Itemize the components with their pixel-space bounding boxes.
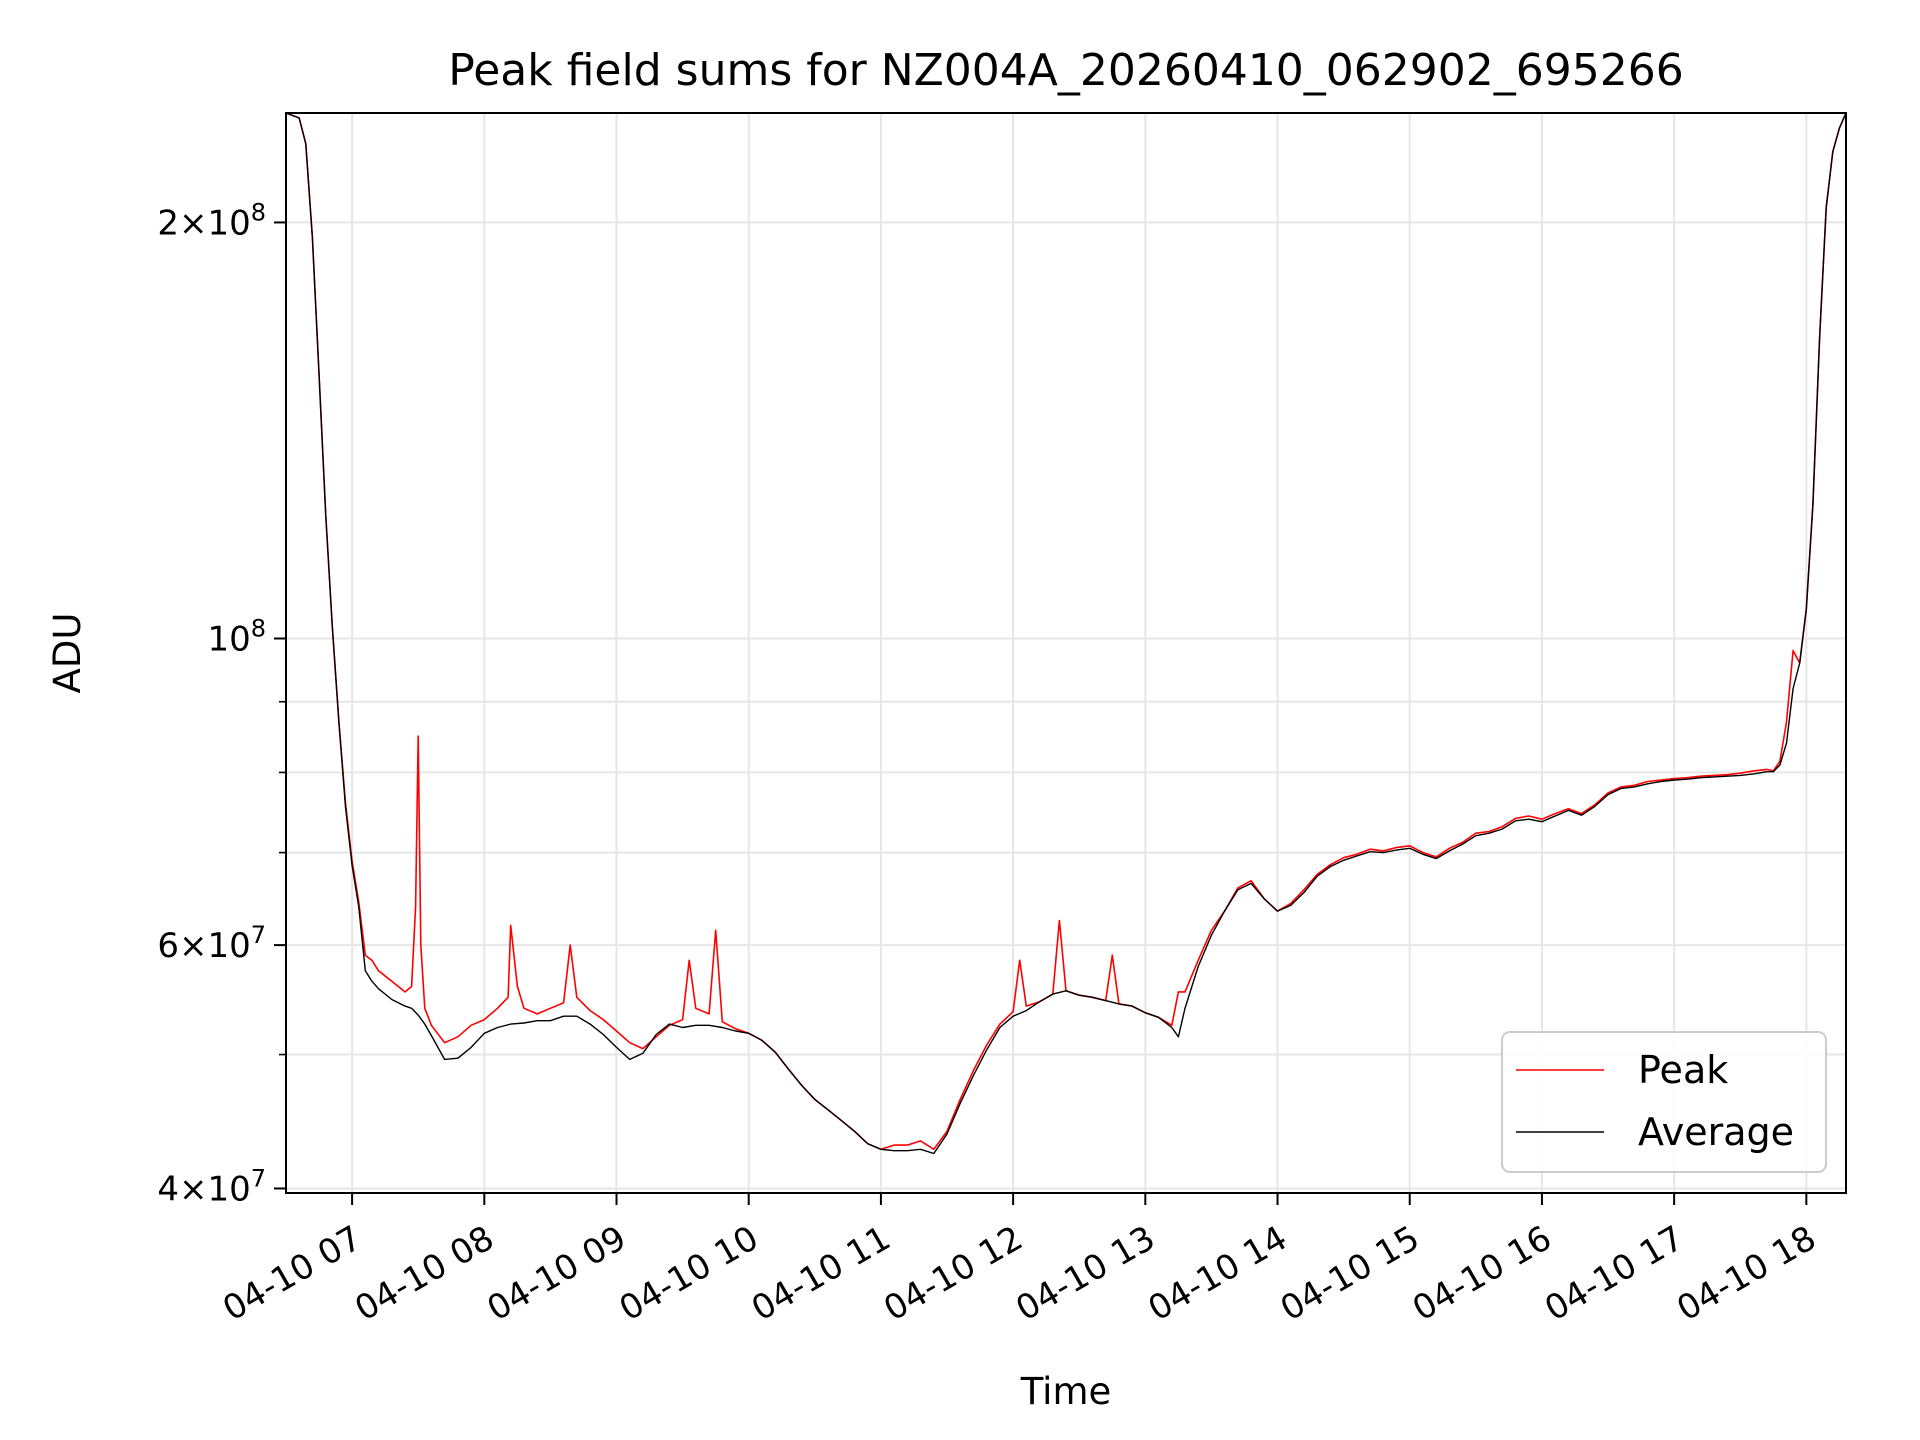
plot-frame: [285, 112, 1847, 1194]
y-axis-label: ADU: [46, 613, 89, 694]
x-tick-label: 04-10 14: [1142, 1218, 1294, 1329]
y-tick-exponent: 7: [251, 921, 266, 949]
x-tick-label: 04-10 18: [1670, 1218, 1822, 1329]
y-tick-mantissa: 6×10: [157, 926, 250, 966]
y-tick-label: 108: [207, 614, 266, 659]
x-tick-label: 04-10 16: [1406, 1218, 1558, 1329]
y-tick-mantissa: 2×10: [157, 203, 250, 243]
y-tick-label: 6×107: [157, 921, 266, 966]
series-line-average: [285, 112, 1847, 1155]
x-tick-label: 04-10 10: [613, 1218, 765, 1329]
x-axis-label: Time: [1020, 1370, 1112, 1413]
chart-title: Peak field sums for NZ004A_20260410_0629…: [448, 45, 1683, 96]
x-tick-label: 04-10 08: [348, 1218, 500, 1329]
series-line-peak: [285, 112, 1847, 1151]
legend-box: [1501, 1031, 1827, 1173]
y-tick-label: 4×107: [157, 1164, 266, 1209]
x-tick-label: 04-10 12: [877, 1218, 1029, 1329]
y-tick-label: 2×108: [157, 198, 266, 243]
legend: Peak Average: [1501, 1031, 1827, 1173]
axis-ticks: [274, 221, 1808, 1205]
legend-label-peak: Peak: [1638, 1048, 1728, 1092]
grid: [286, 113, 1846, 1193]
legend-label-average: Average: [1638, 1110, 1794, 1154]
x-tick-label: 04-10 09: [481, 1218, 633, 1329]
x-tick-label: 04-10 07: [216, 1218, 368, 1329]
x-tick-label: 04-10 11: [745, 1218, 897, 1329]
y-tick-exponent: 8: [251, 614, 266, 642]
y-tick-mantissa: 10: [207, 619, 250, 659]
y-tick-exponent: 8: [251, 198, 266, 226]
x-tick-label: 04-10 15: [1274, 1218, 1426, 1329]
x-tick-label: 04-10 13: [1009, 1218, 1161, 1329]
series-layer: [285, 112, 1847, 1155]
y-tick-exponent: 7: [251, 1164, 266, 1192]
x-tick-label: 04-10 17: [1538, 1218, 1690, 1329]
y-tick-mantissa: 4×10: [157, 1169, 250, 1209]
